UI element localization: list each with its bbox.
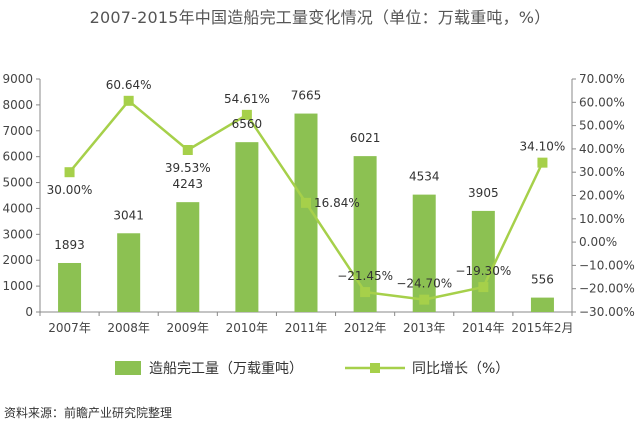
y-left-tick-label: 2000 <box>2 253 33 267</box>
y-left-tick-label: 0 <box>25 305 33 319</box>
x-tick-label: 2011年 <box>285 321 328 335</box>
y-right-tick-label: 70.00% <box>579 72 625 86</box>
line-series <box>64 95 548 305</box>
bar <box>530 297 554 312</box>
x-tick-label: 2008年 <box>107 321 150 335</box>
growth-value-label: 34.10% <box>520 140 566 154</box>
line-point <box>241 109 252 120</box>
y-right-tick-label: 60.00% <box>579 95 625 109</box>
growth-value-label: −21.45% <box>337 269 393 283</box>
y-right-tick-label: 0.00% <box>579 235 617 249</box>
chart-title: 2007-2015年中国造船完工量变化情况（单位：万载重吨，%） <box>89 8 551 27</box>
bar-value-label: 556 <box>531 273 554 287</box>
y-right-tick-label: −20.00% <box>579 282 635 296</box>
y-right-tick-label: 50.00% <box>579 119 625 133</box>
x-tick-label: 2015年2月 <box>511 321 573 335</box>
bar-value-label: 3905 <box>468 186 499 200</box>
y-left-tick-label: 4000 <box>2 201 33 215</box>
y-left-tick-label: 9000 <box>2 72 33 86</box>
y-left-tick-label: 1000 <box>2 279 33 293</box>
bar-value-label: 7665 <box>291 89 322 103</box>
line-point <box>419 294 430 305</box>
x-tick-label: 2012年 <box>344 321 387 335</box>
source-note: 资料来源：前瞻产业研究院整理 <box>4 406 173 420</box>
growth-value-label: 39.53% <box>165 161 211 175</box>
bar-value-label: 1893 <box>54 238 85 252</box>
bar-series <box>58 113 554 312</box>
data-labels: 1893 3041 4243 6560 7665 6021 4534 3905 556 30.00… <box>47 78 566 291</box>
legend-bar-swatch <box>115 361 141 375</box>
x-tick-label: 2009年 <box>167 321 210 335</box>
line-point <box>360 287 371 298</box>
bar-value-label: 6560 <box>232 117 263 131</box>
legend-line-label: 同比增长（%） <box>412 361 509 377</box>
bar-value-label: 4534 <box>409 170 440 184</box>
growth-value-label: −19.30% <box>455 264 511 278</box>
x-tick-label: 2014年 <box>462 321 505 335</box>
chart-legend: 造船完工量（万载重吨） 同比增长（%） <box>115 361 509 377</box>
x-tick-label: 2013年 <box>403 321 446 335</box>
bar-value-label: 6021 <box>350 131 381 145</box>
y-left-tick-label: 7000 <box>2 124 33 138</box>
bar-value-label: 4243 <box>173 177 204 191</box>
legend-bar-label: 造船完工量（万载重吨） <box>149 361 303 377</box>
y-right-tick-label: −30.00% <box>579 305 635 319</box>
y-right-tick-label: 40.00% <box>579 142 625 156</box>
growth-value-label: 54.61% <box>224 92 270 106</box>
y-right-tick-label: 20.00% <box>579 189 625 203</box>
line-point <box>123 95 134 106</box>
bar <box>235 142 259 312</box>
bar <box>353 156 377 312</box>
line-point <box>64 167 75 178</box>
x-tick-label: 2010年 <box>226 321 269 335</box>
bar <box>176 202 200 312</box>
x-tick-label: 2007年 <box>48 321 91 335</box>
line-point <box>478 282 489 293</box>
growth-value-label: 16.84% <box>314 196 360 210</box>
bar <box>471 210 495 312</box>
y-left-tick-label: 5000 <box>2 176 33 190</box>
legend-line-marker <box>370 363 380 373</box>
chart-axes: 0 1000 2000 3000 4000 5000 6000 7000 8000 9000 −30… <box>2 72 634 335</box>
bar <box>412 194 436 312</box>
y-left-tick-label: 8000 <box>2 98 33 112</box>
bar-value-label: 3041 <box>113 208 144 222</box>
bar <box>58 262 82 312</box>
y-right-tick-label: 30.00% <box>579 165 625 179</box>
bar <box>117 233 141 312</box>
line-point <box>182 144 193 155</box>
growth-value-label: 60.64% <box>106 78 152 92</box>
growth-value-label: −24.70% <box>396 277 452 291</box>
y-right-tick-label: −10.00% <box>579 258 635 272</box>
y-left-tick-label: 3000 <box>2 227 33 241</box>
growth-value-label: 30.00% <box>47 183 93 197</box>
bar <box>294 113 318 312</box>
y-left-tick-label: 6000 <box>2 150 33 164</box>
line-point <box>537 157 548 168</box>
line-point <box>301 197 311 208</box>
y-right-tick-label: 10.00% <box>579 212 625 226</box>
